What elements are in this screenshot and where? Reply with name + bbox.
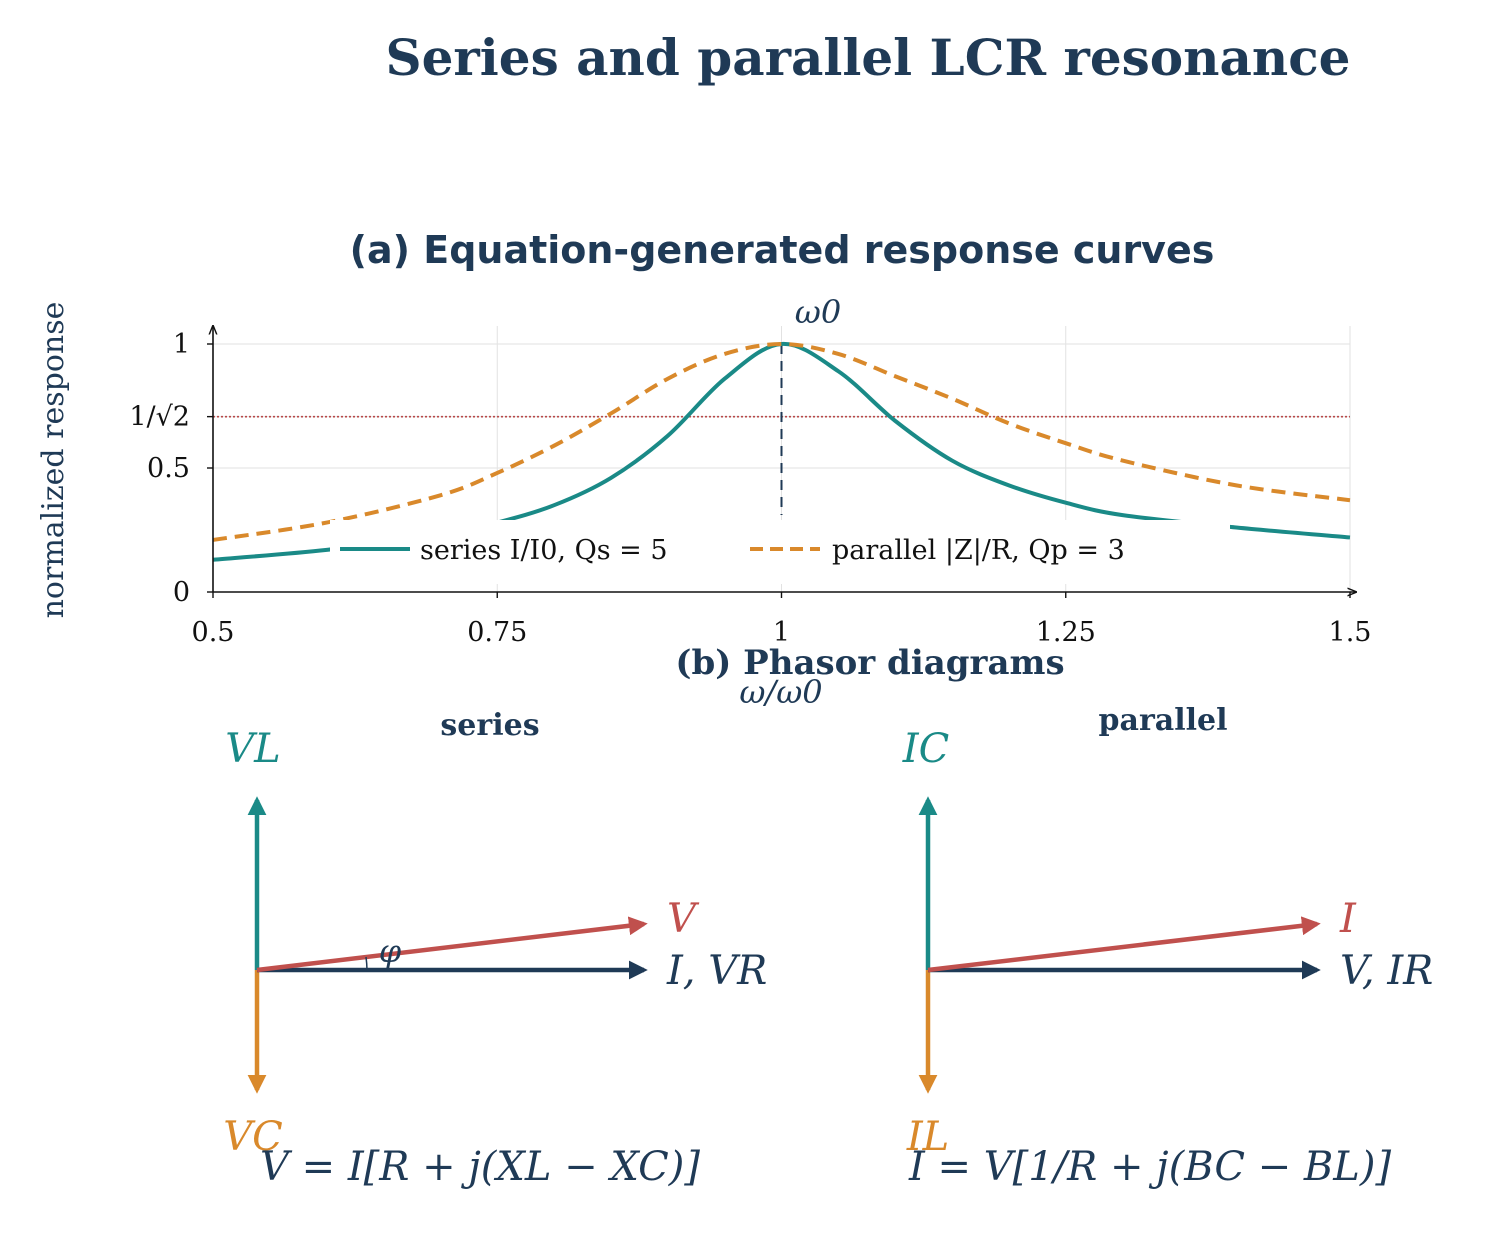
x-tick-label: 0.75 [467,617,527,648]
series-vl-label: VL [225,726,280,772]
y-tick-label: 1 [173,329,190,360]
parallel-v-label: V, IR [1340,948,1433,994]
parallel-phasor-diagram: parallel IC IL I V, IR I = V[1/R + j(BC … [902,703,1433,1190]
y-axis-label: normalized response [36,302,71,619]
parallel-il-label: IL [906,1114,949,1160]
legend-box [330,520,1230,584]
parallel-diagram-label: parallel [1099,703,1228,738]
x-axis-label: ω/ω0 [739,673,822,711]
series-diagram-label: series [440,708,539,743]
legend-parallel-label: parallel |Z|/R, Qp = 3 [832,535,1125,566]
y-tick-label: 0 [173,577,190,608]
chart-ticks: 0.5 0.75 1 1.25 1.500.51/√21 [129,329,1371,648]
series-phi-label: φ [379,932,402,970]
parallel-impedance-curve [212,341,1351,542]
y-tick-label: 0.5 [147,453,190,484]
series-phasor-diagram: series φ VL VC V I, VR V = I[R + j(XL − … [223,708,767,1190]
series-i-label: I, VR [666,948,767,994]
peak-label: ω0 [795,293,841,331]
panel-b-title: (b) Phasor diagrams [675,643,1064,683]
parallel-ic-label: IC [902,726,949,772]
main-title: Series and parallel LCR resonance [386,28,1351,87]
x-tick-label: 0.5 [192,617,235,648]
panel-a-title: (a) Equation-generated response curves [350,228,1215,272]
response-chart: series I/I0, Qs = 5 parallel |Z|/R, Qp =… [36,293,1371,711]
series-vc-label: VC [223,1114,283,1160]
chart-reference-lines [213,344,1350,515]
y-tick-label: 1/√2 [129,402,190,433]
parallel-equation: I = V[1/R + j(BC − BL)] [908,1144,1391,1190]
legend-series-label: series I/I0, Qs = 5 [420,535,668,566]
parallel-i-label: I [1339,896,1357,942]
series-v-arrow [256,916,648,973]
parallel-i-arrow [927,916,1321,973]
x-tick-label: 1 [773,617,790,648]
x-tick-label: 1.5 [1329,617,1372,648]
x-tick-label: 1.25 [1036,617,1096,648]
series-equation: V = I[R + j(XL − XC)] [260,1144,700,1190]
series-phase-arc [365,956,368,971]
series-v-label: V [667,896,700,942]
